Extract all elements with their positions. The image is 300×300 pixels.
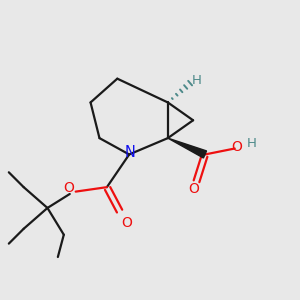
Text: O: O — [121, 216, 132, 230]
Polygon shape — [168, 138, 206, 158]
Text: H: H — [192, 74, 202, 87]
Text: O: O — [64, 181, 75, 195]
Text: O: O — [232, 140, 242, 154]
Text: O: O — [188, 182, 199, 196]
Text: N: N — [124, 146, 135, 160]
Text: H: H — [247, 137, 256, 150]
